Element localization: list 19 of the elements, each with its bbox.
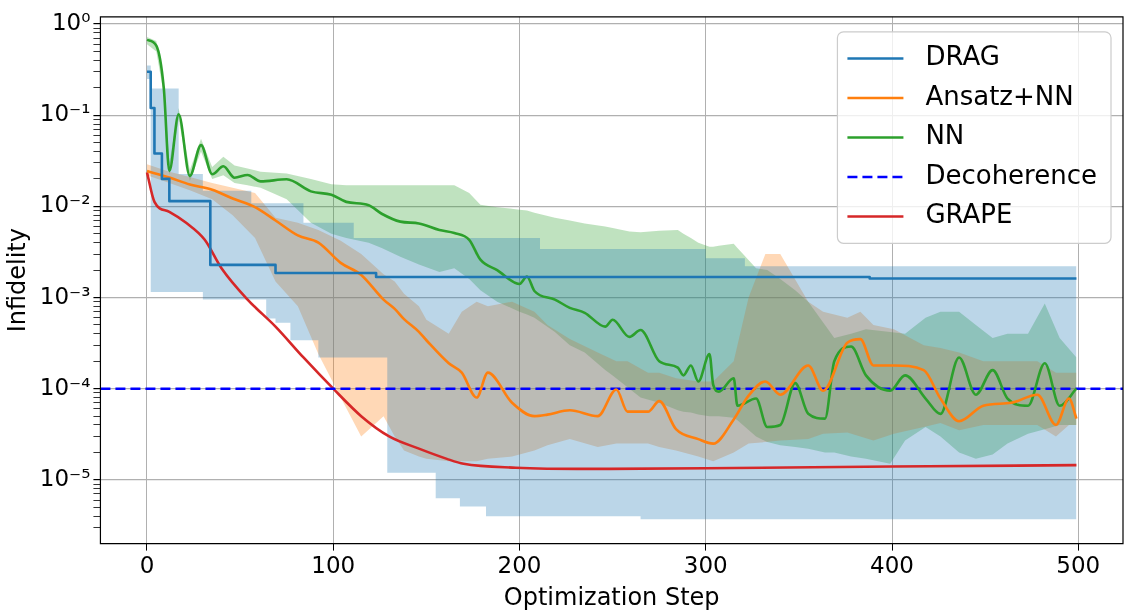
x-axis-title: Optimization Step [503,582,720,611]
legend-label: DRAG [925,41,1000,72]
legend-label: NN [925,120,965,151]
legend-label: GRAPE [925,199,1013,230]
x-tick-label: 400 [870,552,914,579]
x-tick-label: 0 [139,552,155,579]
y-tick-label: 10⁻¹ [39,100,91,127]
legend-label: Ansatz+NN [925,80,1074,111]
x-tick-label: 500 [1056,552,1101,579]
y-tick-label: 10⁻⁵ [39,464,91,491]
y-axis-title: Infidelity [2,228,31,333]
x-tick-label: 200 [497,552,542,579]
y-tick-label: 10⁻⁴ [39,373,91,400]
x-tick-label: 100 [311,552,356,579]
y-tick-label: 10⁰ [51,8,91,35]
x-tick-label: 300 [683,552,728,579]
legend-label: Decoherence [925,159,1097,190]
y-tick-label: 10⁻³ [39,282,91,309]
y-tick-label: 10⁻² [39,191,91,218]
